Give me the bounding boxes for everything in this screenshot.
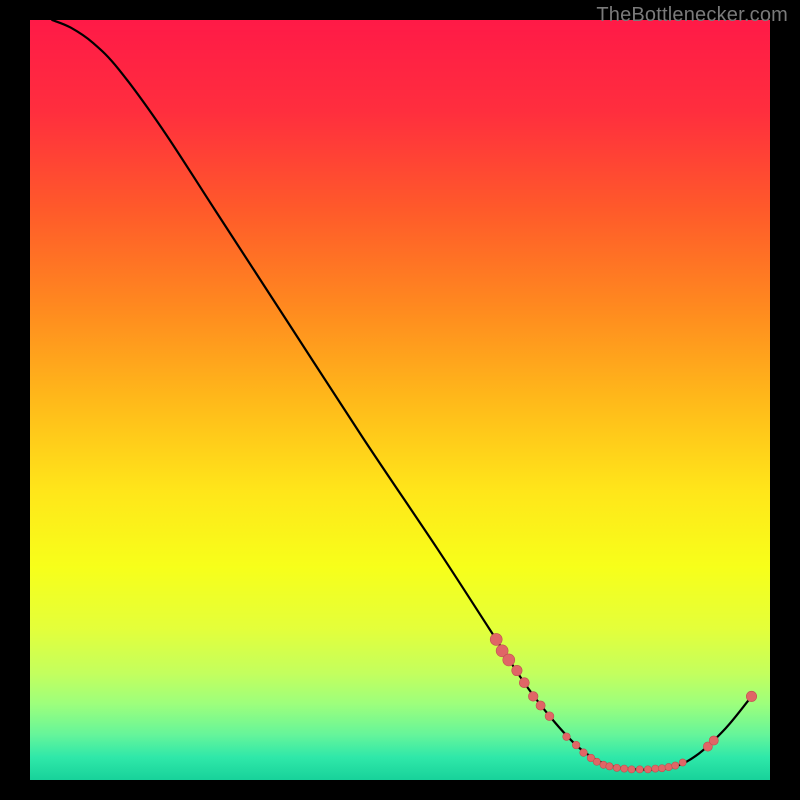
bottleneck-curve-chart <box>0 0 800 800</box>
curve-marker <box>658 765 665 772</box>
curve-marker <box>580 749 588 757</box>
curve-marker <box>528 692 538 702</box>
curve-marker <box>572 741 580 749</box>
curve-marker <box>679 759 686 766</box>
curve-marker <box>644 766 651 773</box>
curve-marker <box>593 758 600 765</box>
plot-background <box>30 20 770 780</box>
curve-marker <box>628 766 635 773</box>
chart-stage: TheBottlenecker.com <box>0 0 800 800</box>
curve-marker <box>606 763 613 770</box>
curve-marker <box>512 665 522 675</box>
curve-marker <box>613 764 620 771</box>
curve-marker <box>652 765 659 772</box>
curve-marker <box>519 678 529 688</box>
curve-marker <box>490 633 502 645</box>
curve-marker <box>709 736 718 745</box>
curve-marker <box>536 701 545 710</box>
curve-marker <box>636 766 643 773</box>
curve-marker <box>545 712 554 721</box>
curve-marker <box>665 763 672 770</box>
curve-marker <box>672 762 679 769</box>
curve-marker <box>563 733 571 741</box>
curve-marker <box>621 765 628 772</box>
curve-marker <box>503 654 515 666</box>
curve-marker <box>746 691 756 701</box>
